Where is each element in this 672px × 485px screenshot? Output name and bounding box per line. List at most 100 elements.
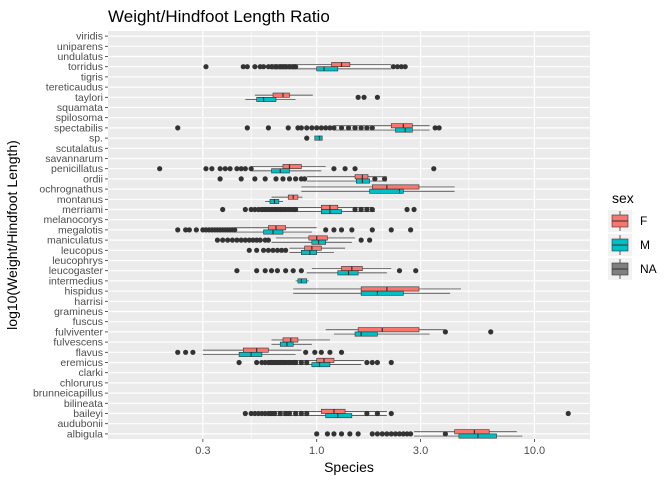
box-F (371, 184, 420, 190)
outlier-point (349, 227, 355, 233)
outlier-point (369, 431, 375, 437)
outlier-point (302, 176, 308, 182)
outlier-point (342, 166, 348, 172)
outlier-point (324, 431, 331, 437)
outlier-point (369, 206, 375, 213)
y-tick-label: merriami (62, 204, 103, 216)
y-tick-label: montanus (57, 194, 103, 206)
outlier-point (367, 237, 373, 243)
outlier-point (432, 125, 438, 131)
box-F (331, 62, 351, 68)
x-axis-title: Species (324, 459, 374, 475)
outlier-point (285, 125, 291, 131)
outlier-point (303, 349, 309, 355)
outlier-point (408, 227, 414, 233)
box-M (355, 178, 370, 184)
outlier-point (388, 431, 394, 437)
box-M (311, 362, 331, 368)
outlier-point (358, 237, 364, 243)
outlier-point (175, 349, 181, 355)
outlier-point (390, 64, 396, 70)
outlier-point (283, 359, 289, 366)
box-M (314, 135, 323, 141)
box-series (157, 62, 571, 439)
outlier-point (234, 166, 240, 172)
outlier-point (286, 359, 293, 366)
outlier-point (293, 176, 299, 182)
outlier-point (190, 349, 196, 355)
legend-label: NA (640, 262, 657, 276)
box-M (256, 97, 277, 102)
y-tick-label: taylori (75, 92, 103, 104)
y-tick-label: fuscus (73, 316, 103, 328)
box-M (238, 351, 263, 357)
y-tick-label: hispidus (64, 286, 103, 298)
y-tick-label: leucopus (61, 245, 103, 257)
outlier-point (411, 206, 417, 213)
outlier-point (227, 166, 233, 172)
outlier-point (364, 125, 370, 131)
y-tick-label: penicillatus (51, 163, 103, 175)
outlier-point (283, 268, 289, 274)
outlier-point (183, 227, 189, 233)
outlier-point (279, 247, 285, 253)
outlier-point (372, 176, 378, 182)
outlier-point (248, 166, 254, 172)
outlier-point (384, 431, 390, 437)
outlier-point (364, 206, 370, 213)
outlier-point (280, 176, 286, 182)
box-F (454, 429, 490, 435)
outlier-point (358, 206, 364, 213)
outlier-point (254, 247, 260, 253)
outlier-point (238, 237, 244, 243)
y-tick-label: audubonii (57, 418, 103, 430)
outlier-point (209, 166, 215, 172)
legend-label: M (640, 238, 650, 252)
outlier-point (220, 237, 226, 243)
outlier-point (338, 125, 345, 131)
box-F (321, 408, 346, 414)
box-F (242, 347, 269, 353)
outlier-point (381, 176, 388, 182)
outlier-point (331, 166, 337, 172)
box-M (321, 209, 342, 215)
outlier-point (286, 206, 293, 213)
outlier-point (309, 125, 315, 131)
outlier-point (352, 206, 358, 213)
outlier-point (331, 227, 337, 233)
outlier-point (413, 268, 419, 274)
outlier-point (283, 247, 289, 253)
box-F (390, 123, 413, 129)
outlier-point (304, 125, 310, 131)
outlier-point (323, 227, 329, 233)
outlier-point (244, 64, 250, 70)
outlier-point (268, 64, 275, 70)
outlier-point (262, 268, 268, 274)
outlier-point (331, 431, 337, 437)
y-tick-label: albigula (67, 428, 103, 440)
outlier-point (408, 431, 414, 437)
outlier-point (290, 268, 296, 274)
y-tick-label: leucogaster (49, 265, 104, 277)
outlier-point (225, 237, 231, 243)
outlier-point (318, 349, 324, 355)
x-tick-label: 1.0 (309, 445, 324, 457)
outlier-point (183, 349, 189, 355)
outlier-point (338, 431, 345, 437)
outlier-point (246, 237, 252, 243)
outlier-point (293, 410, 299, 417)
outlier-point (254, 359, 260, 366)
outlier-point (431, 166, 437, 172)
y-tick-label: viridis (76, 31, 103, 43)
outlier-point (374, 431, 380, 437)
outlier-point (374, 410, 380, 417)
outlier-point (232, 227, 238, 233)
outlier-point (260, 64, 267, 70)
outlier-point (488, 329, 494, 335)
outlier-point (396, 268, 403, 274)
outlier-point (298, 125, 304, 131)
outlier-point (242, 166, 248, 172)
box-M (325, 413, 353, 419)
chart-title: Weight/Hindfoot Length Ratio (108, 7, 330, 26)
